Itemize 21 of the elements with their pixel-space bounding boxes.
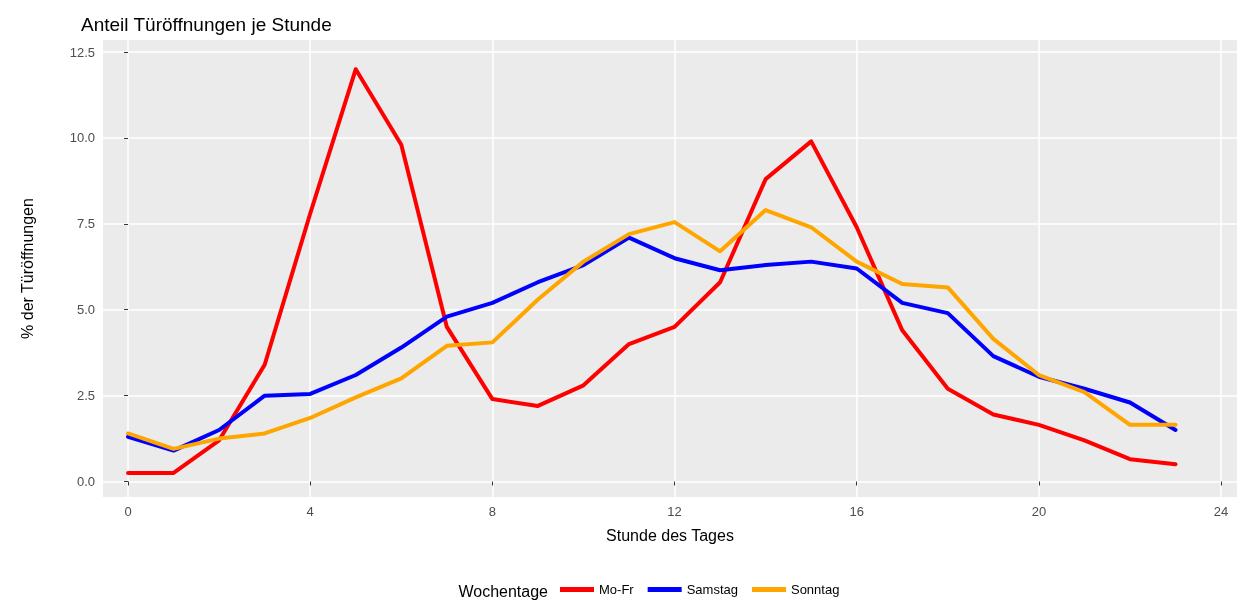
x-tick-label: 20 <box>1031 504 1047 519</box>
y-tick-label: 0.0 <box>76 474 95 490</box>
x-axis-title: Stunde des Tages <box>606 526 734 544</box>
x-tick-label: 0 <box>124 504 132 519</box>
y-tick-label: 5.0 <box>76 302 95 318</box>
x-tick-label: 12 <box>667 504 682 519</box>
y-tick-label: 2.5 <box>76 388 95 404</box>
legend-label: Samstag <box>686 582 738 597</box>
x-tick-label: 16 <box>849 504 864 519</box>
y-tick-label: 10.0 <box>69 130 95 146</box>
legend-label: Mo-Fr <box>599 582 635 597</box>
legend-label: Sonntag <box>790 582 840 597</box>
y-tick-label: 7.5 <box>76 216 95 232</box>
legend-title: Wochentage <box>458 582 549 600</box>
x-tick-label: 4 <box>306 504 314 519</box>
x-tick-label: 24 <box>1213 504 1229 519</box>
chart-title: Anteil Türöffnungen je Stunde <box>81 14 332 35</box>
y-tick-label: 12.5 <box>69 44 95 60</box>
x-tick-label: 8 <box>488 504 496 519</box>
line-series <box>126 67 1178 475</box>
y-axis-title: % der Türöffnungen <box>18 198 36 339</box>
